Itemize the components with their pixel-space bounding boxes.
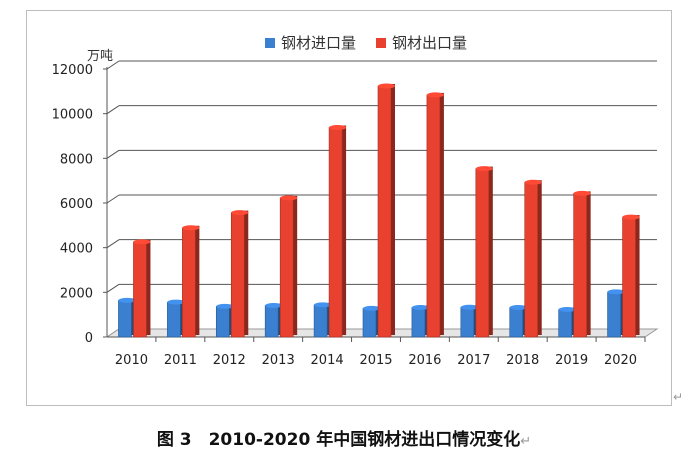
bar-export-cap — [231, 210, 249, 216]
bar-export — [426, 94, 441, 338]
legend-swatch-export — [376, 37, 387, 48]
bar-export — [475, 168, 490, 338]
bar-export-side — [195, 225, 200, 335]
bar-import-cap — [314, 302, 332, 308]
bar-import-cap — [265, 303, 283, 309]
legend-label-export: 钢材出口量 — [392, 34, 468, 52]
bar-export-side — [342, 125, 347, 335]
bar-chart: 0 2000 4000 6000 8000 10000 12000 2010 2011 2012 2… — [52, 60, 659, 368]
bar-export — [573, 193, 587, 338]
caption-text: 图 3 2010-2020 年中国钢材进出口情况变化 — [156, 430, 521, 450]
x-tick-label: 2011 — [164, 353, 197, 368]
bar-export-side — [391, 83, 395, 336]
x-tick-label: 2018 — [506, 353, 539, 368]
bar-export — [524, 181, 539, 338]
bar-import-cap — [607, 289, 625, 295]
y-tick-label: 4000 — [60, 242, 93, 257]
x-tick-label: 2013 — [262, 353, 295, 368]
bar-export-cap — [475, 166, 493, 172]
bar-import — [362, 308, 377, 338]
x-tick-label: 2019 — [555, 353, 588, 368]
bar-import — [607, 291, 621, 338]
bar-export-side — [586, 191, 591, 335]
gridline-diagonal — [106, 105, 120, 115]
bar-import — [167, 301, 181, 338]
bar-import — [118, 300, 132, 338]
bar-export-side — [244, 210, 249, 335]
y-axis-unit: 万吨 — [87, 49, 114, 64]
bar-export — [182, 227, 196, 338]
bar-import-cap — [167, 299, 185, 305]
bar-export-side — [537, 180, 542, 335]
x-tick-label: 2014 — [311, 353, 344, 368]
y-tick-label: 6000 — [60, 197, 93, 212]
x-tick-label: 2015 — [359, 353, 392, 368]
bar-export — [230, 212, 245, 338]
bar-export — [328, 127, 343, 338]
bar-import-cap — [509, 305, 527, 311]
bar-import — [509, 307, 524, 338]
gridline-diagonal — [106, 239, 120, 249]
gridline-diagonal — [106, 283, 120, 293]
bar-export — [622, 216, 636, 338]
figure-caption: 图 3 2010-2020 年中国钢材进出口情况变化↵ — [0, 425, 688, 450]
y-tick-label: 10000 — [52, 108, 93, 123]
gridline-diagonal — [106, 60, 120, 70]
bar-export — [133, 241, 147, 338]
bar-import-cap — [363, 305, 380, 311]
legend-item-import: 钢材进口量 — [265, 32, 356, 53]
bar-import-cap — [411, 305, 429, 311]
bar-export-cap — [182, 225, 200, 231]
bar-export-cap — [280, 195, 298, 201]
bar-import — [215, 306, 230, 338]
gridline-diagonal — [106, 149, 120, 159]
legend-label-import: 钢材进口量 — [281, 34, 357, 52]
bar-export-cap — [378, 83, 395, 89]
x-tick-label: 2017 — [457, 353, 490, 368]
caption-return-mark: ↵ — [520, 434, 532, 449]
bar-export-cap — [426, 92, 444, 98]
bar-export-side — [488, 166, 493, 335]
bar-export-side — [146, 239, 151, 335]
bar-import — [264, 305, 279, 338]
chart-legend: 钢材进口量 钢材出口量 — [265, 32, 467, 53]
bar-import — [411, 307, 426, 338]
gridline-diagonal — [106, 194, 120, 204]
y-tick-label: 12000 — [52, 63, 93, 78]
bar-export-cap — [573, 190, 591, 196]
bar-export-side — [293, 195, 298, 335]
y-tick-label: 2000 — [60, 286, 93, 301]
bar-export-side — [439, 92, 444, 335]
bar-import-cap — [118, 297, 136, 303]
bar-export-cap — [524, 179, 542, 185]
paragraph-return-mark: ↵ — [673, 390, 684, 404]
bar-export-cap — [329, 125, 347, 131]
legend-item-export: 钢材出口量 — [376, 32, 467, 53]
bar-import-cap — [216, 303, 234, 309]
legend-swatch-import — [265, 37, 275, 48]
bar-import — [313, 304, 328, 338]
bar-export-cap — [622, 214, 640, 220]
bar-export-side — [635, 215, 640, 335]
bar-import-cap — [558, 307, 576, 313]
bar-import-cap — [460, 304, 478, 310]
x-tick-label: 2016 — [408, 353, 441, 368]
x-tick-label: 2020 — [604, 353, 637, 368]
bar-import — [460, 306, 475, 338]
x-tick-label: 2012 — [213, 353, 246, 368]
bar-export — [377, 85, 392, 338]
chart-frame: 0 2000 4000 6000 8000 10000 12000 2010 2011 2012 2… — [26, 10, 672, 406]
bar-export — [279, 197, 294, 338]
y-tick-label: 8000 — [60, 152, 93, 167]
x-tick-label: 2010 — [115, 353, 148, 368]
bar-export-cap — [133, 239, 151, 245]
y-tick-label: 0 — [85, 331, 93, 346]
bar-import — [558, 309, 572, 338]
